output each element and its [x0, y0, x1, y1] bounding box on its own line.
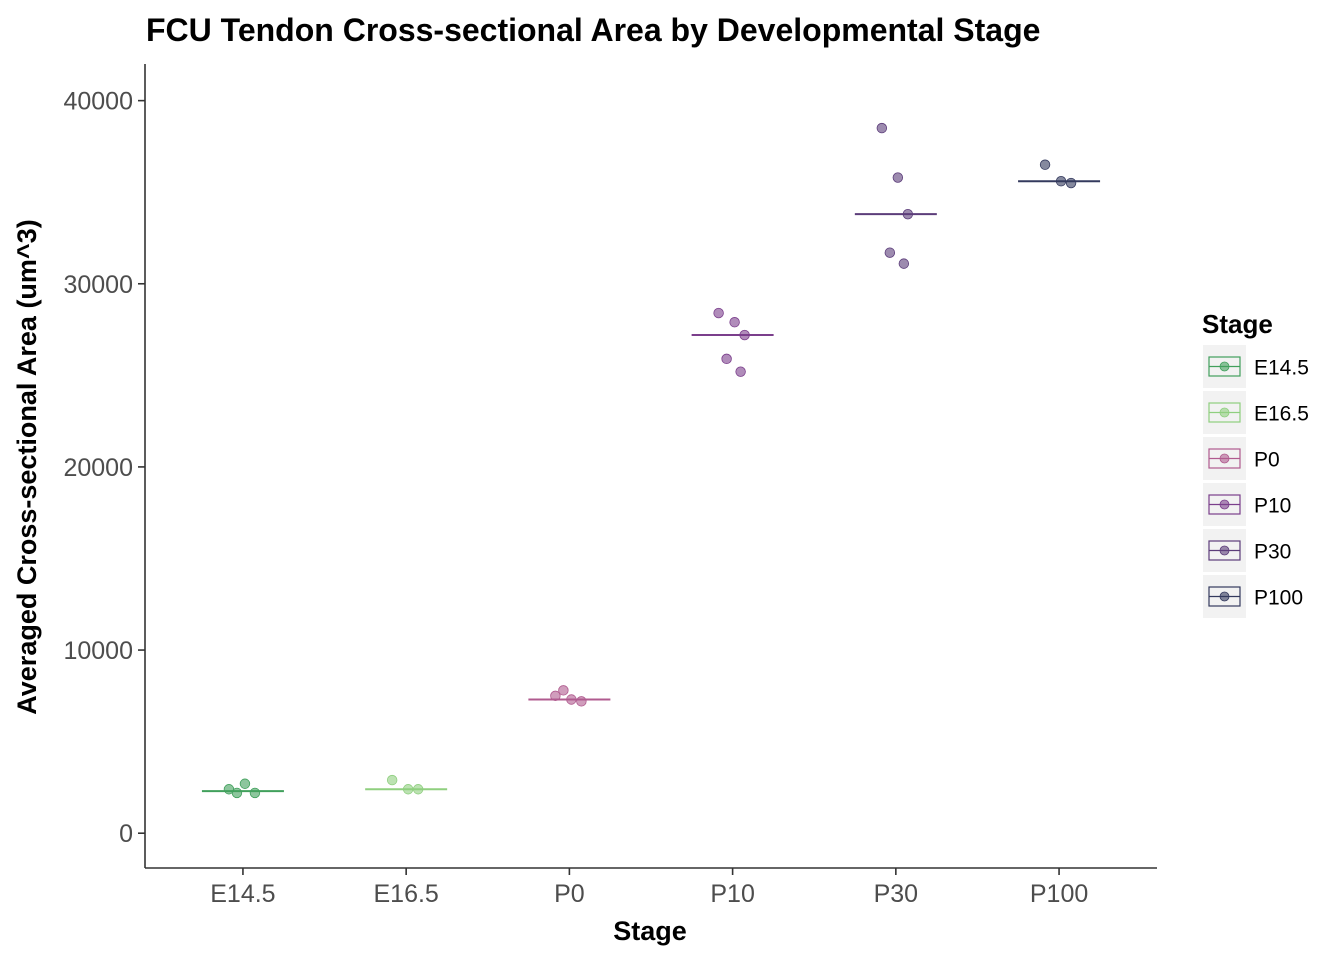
data-point	[1039, 159, 1051, 170]
x-tick-label: P0	[554, 880, 585, 908]
x-tick-label: P100	[1030, 880, 1088, 908]
x-tick-label: E14.5	[210, 880, 275, 908]
y-tick-label: 10000	[63, 637, 133, 665]
data-point	[902, 208, 914, 220]
data-point	[239, 778, 251, 789]
data-point	[566, 694, 577, 705]
data-point	[1065, 177, 1077, 189]
legend-key-point	[1219, 545, 1230, 556]
y-axis-ticks: 0 10000 20000 30000 40000	[63, 88, 145, 848]
chart-title: FCU Tendon Cross-sectional Area by Devel…	[146, 12, 1040, 48]
legend-label: P10	[1254, 495, 1291, 518]
data-point	[876, 122, 888, 134]
x-tick-label: P10	[710, 880, 754, 908]
legend-label: P0	[1254, 449, 1280, 472]
data-point	[1055, 176, 1067, 187]
legend: E14.5 E16.5 P0 P10 P30 P100	[1203, 345, 1309, 618]
legend-key-point	[1219, 407, 1230, 418]
data-point	[739, 329, 750, 341]
y-tick-label: 40000	[63, 88, 133, 116]
x-axis-ticks: E14.5 E16.5 P0 P10 P30 P100	[210, 868, 1088, 908]
data-point	[402, 784, 414, 795]
y-tick-label: 0	[119, 820, 133, 848]
y-axis-title: Averaged Cross-sectional Area (um^3)	[12, 219, 42, 714]
x-axis-title: Stage	[613, 916, 687, 946]
legend-label: E14.5	[1254, 357, 1309, 380]
y-tick-label: 30000	[63, 271, 133, 299]
legend-key-point	[1219, 361, 1230, 372]
legend-label: E16.5	[1254, 403, 1309, 426]
data-point	[412, 784, 424, 795]
data-point	[558, 685, 569, 696]
data-point	[249, 787, 261, 799]
data-point	[231, 787, 243, 799]
data-point	[550, 690, 561, 702]
legend-key-point	[1219, 499, 1230, 510]
legend-key-point	[1219, 591, 1230, 602]
y-tick-label: 20000	[63, 454, 133, 482]
data-point	[898, 258, 910, 269]
data-point	[729, 317, 740, 328]
x-tick-label: P30	[874, 880, 918, 908]
data-point	[721, 353, 732, 365]
legend-label: P100	[1254, 587, 1303, 610]
data-point	[713, 307, 724, 319]
x-tick-label: E16.5	[373, 880, 438, 908]
data-point	[735, 366, 746, 377]
mean-lines	[201, 180, 1101, 793]
data-point	[576, 696, 587, 707]
legend-key-point	[1219, 453, 1230, 464]
legend-label: P30	[1254, 541, 1291, 564]
legend-title: Stage	[1202, 309, 1273, 339]
data-point	[386, 774, 398, 786]
data-point	[892, 172, 904, 183]
data-points	[223, 122, 1077, 799]
data-point	[884, 247, 896, 258]
